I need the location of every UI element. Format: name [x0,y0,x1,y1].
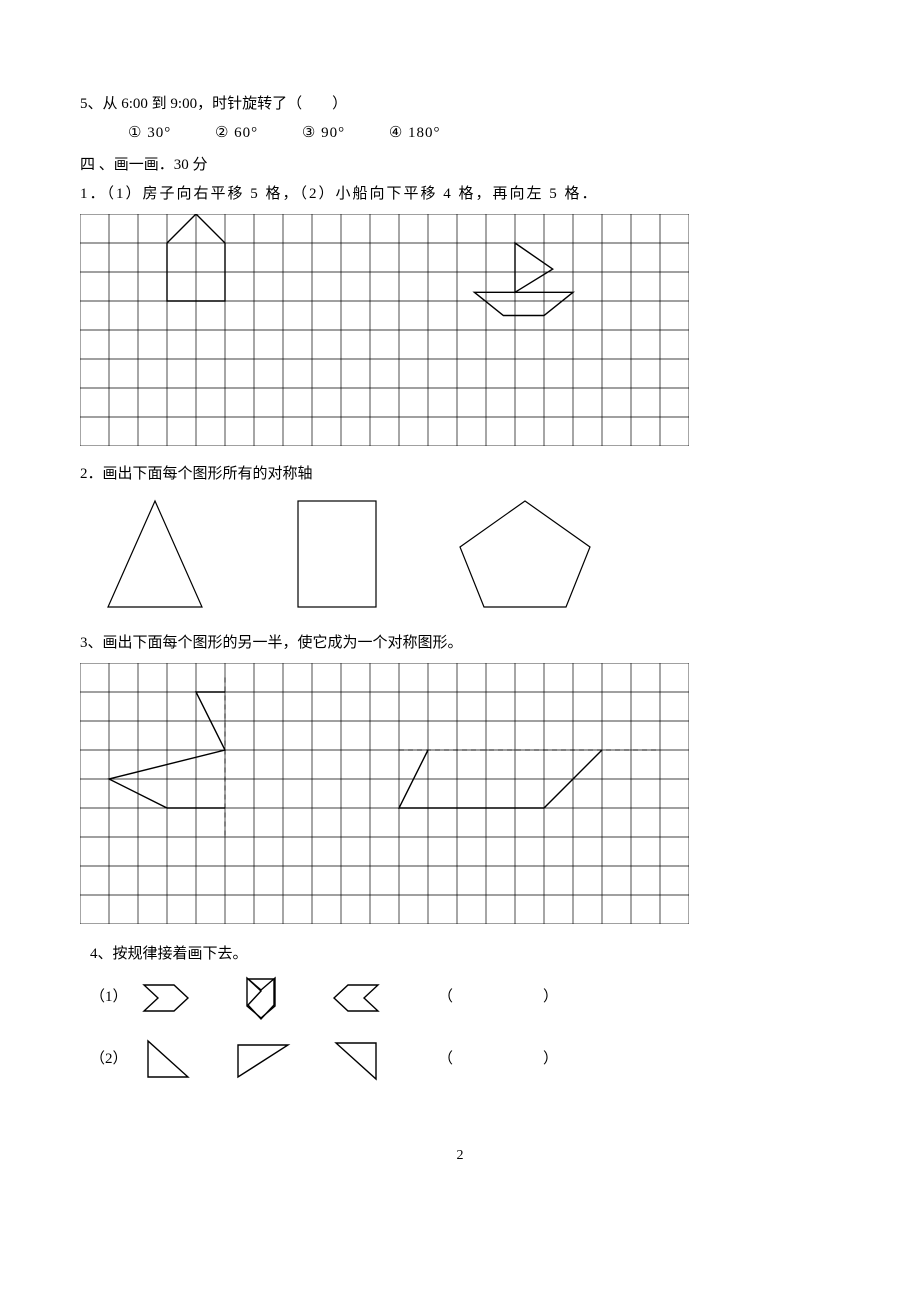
shapes-q2-svg [80,495,700,615]
triangle-3-icon [336,1043,376,1079]
q5-options: ① 30° ② 60° ③ 90° ④ 180° [80,119,840,148]
pattern-row-2: （2） （ ） [90,1037,840,1083]
arrow-down-icon [247,978,275,1018]
grid1-svg [80,214,689,446]
q5-opt-1: ① 30° [128,119,171,148]
blank-paren-r: ） [543,983,558,1012]
sec4-header: 四 、画一画．30 分 [80,151,840,180]
triangle-icon [108,501,202,607]
pattern2-svg [138,1037,438,1083]
q5-text: 5、从 6:00 到 9:00，时针旋转了（ ） [80,90,840,119]
page-number: 2 [80,1143,840,1170]
row1-label: （1） [90,983,138,1012]
rectangle-icon [298,501,376,607]
q5-opt-2: ② 60° [215,119,258,148]
blank-paren-l: （ [438,983,453,1012]
shapes-q2-wrap [80,495,840,615]
grid1-wrap [80,214,840,446]
sec4-q2: 2．画出下面每个图形所有的对称轴 [80,460,840,489]
q5-opt-3: ③ 90° [302,119,345,148]
blank-paren-r-2: ） [543,1045,558,1074]
grid2-wrap [80,663,840,924]
sec4-q3: 3、画出下面每个图形的另一半，使它成为一个对称图形。 [80,629,840,658]
pattern1-svg [138,975,438,1021]
triangle-2-icon [238,1045,288,1077]
row2-label: （2） [90,1045,138,1074]
pattern-row-1: （1） （ [90,975,840,1021]
arrow-left-icon [334,985,378,1011]
arrow-down-icon [248,979,274,1019]
sec4-q1: 1．（1）房子向右平移 5 格，（2）小船向下平移 4 格，再向左 5 格． [80,180,840,209]
grid2-svg [80,663,689,924]
pentagon-icon [460,501,590,607]
q5-opt-4: ④ 180° [389,119,441,148]
triangle-1-icon [148,1041,188,1077]
arrow-right-icon [144,985,188,1011]
blank-paren-l-2: （ [438,1045,453,1074]
sec4-q4: 4、按规律接着画下去。 [90,940,840,969]
